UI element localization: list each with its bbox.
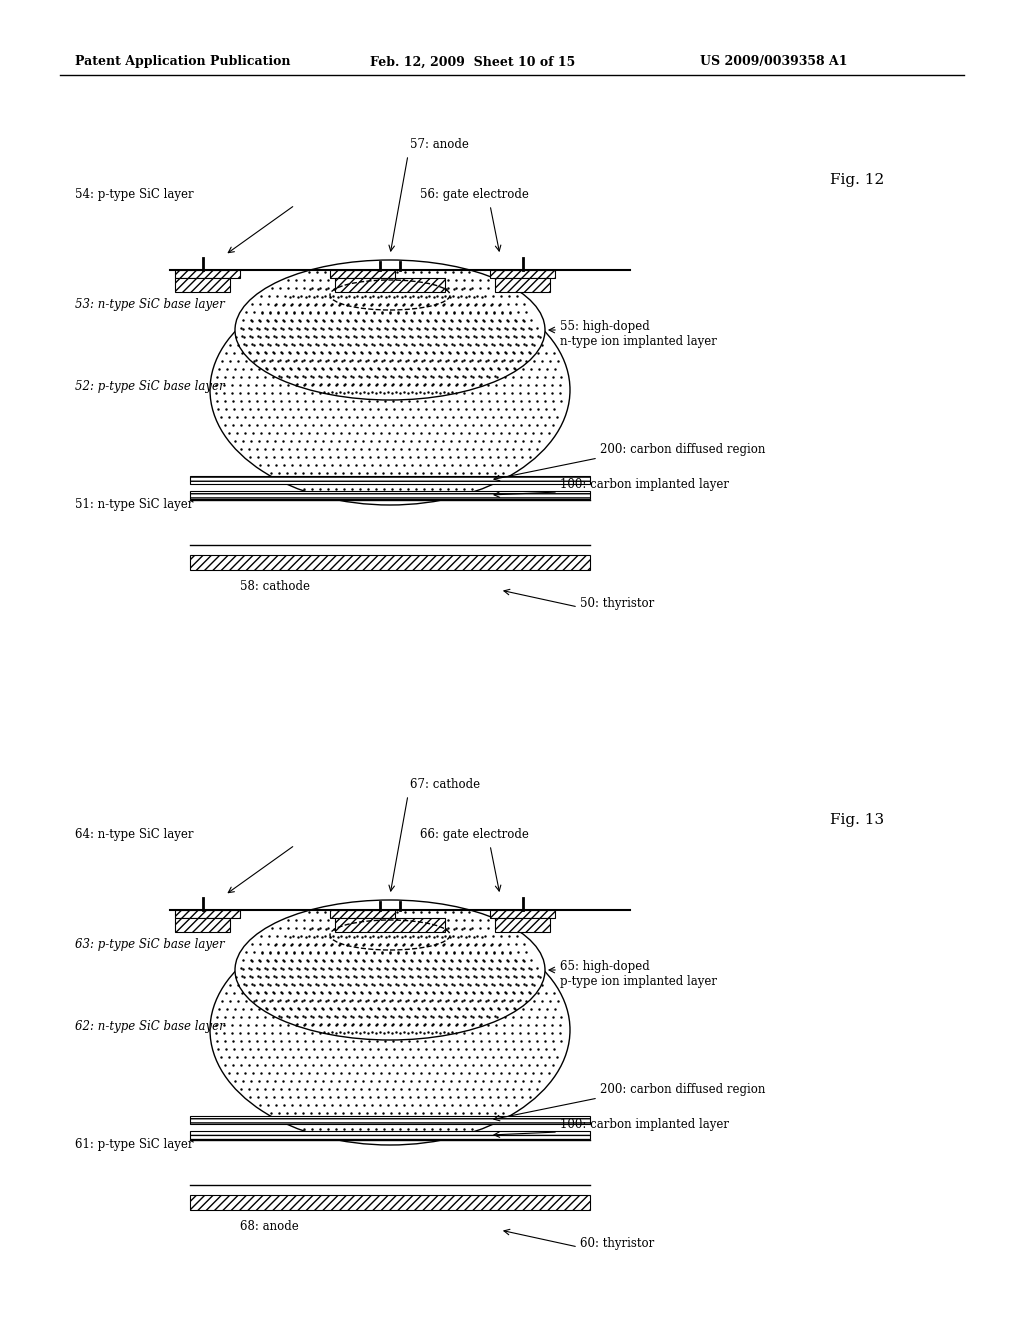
Bar xyxy=(490,909,555,917)
Bar xyxy=(190,554,590,570)
Text: 52: p-type SiC base layer: 52: p-type SiC base layer xyxy=(75,380,224,393)
Bar xyxy=(175,909,240,917)
Bar xyxy=(190,1195,590,1210)
Text: 66: gate electrode: 66: gate electrode xyxy=(420,828,528,841)
Text: 56: gate electrode: 56: gate electrode xyxy=(420,187,528,201)
Text: 53: n-type SiC base layer: 53: n-type SiC base layer xyxy=(75,298,224,312)
Bar xyxy=(190,477,590,484)
Text: 55: high-doped
n-type ion implanted layer: 55: high-doped n-type ion implanted laye… xyxy=(560,319,717,348)
Bar xyxy=(190,1131,590,1139)
Bar xyxy=(175,271,240,279)
Text: 51: n-type SiC layer: 51: n-type SiC layer xyxy=(75,498,194,511)
Text: 60: thyristor: 60: thyristor xyxy=(580,1237,654,1250)
Text: Fig. 12: Fig. 12 xyxy=(830,173,885,187)
Text: 61: p-type SiC layer: 61: p-type SiC layer xyxy=(75,1138,194,1151)
Ellipse shape xyxy=(210,275,570,506)
Bar xyxy=(495,917,550,932)
Text: 63: p-type SiC base layer: 63: p-type SiC base layer xyxy=(75,939,224,950)
Text: Fig. 13: Fig. 13 xyxy=(830,813,884,828)
Text: 62: n-type SiC base layer: 62: n-type SiC base layer xyxy=(75,1020,224,1034)
Bar xyxy=(190,491,590,499)
Text: 64: n-type SiC layer: 64: n-type SiC layer xyxy=(75,828,194,841)
Text: Patent Application Publication: Patent Application Publication xyxy=(75,55,291,69)
Ellipse shape xyxy=(234,260,545,400)
Text: 200: carbon diffused region: 200: carbon diffused region xyxy=(600,444,765,455)
Bar xyxy=(330,909,395,917)
Text: 100: carbon implanted layer: 100: carbon implanted layer xyxy=(560,1118,729,1131)
Text: 65: high-doped
p-type ion implanted layer: 65: high-doped p-type ion implanted laye… xyxy=(560,960,717,987)
Text: 58: cathode: 58: cathode xyxy=(240,579,310,593)
Text: 200: carbon diffused region: 200: carbon diffused region xyxy=(600,1082,765,1096)
Ellipse shape xyxy=(234,900,545,1040)
Text: 57: anode: 57: anode xyxy=(410,139,469,150)
Text: US 2009/0039358 A1: US 2009/0039358 A1 xyxy=(700,55,848,69)
Bar xyxy=(335,917,445,932)
Text: 67: cathode: 67: cathode xyxy=(410,777,480,791)
Text: 50: thyristor: 50: thyristor xyxy=(580,597,654,610)
Ellipse shape xyxy=(210,915,570,1144)
Bar xyxy=(175,917,230,932)
Text: 68: anode: 68: anode xyxy=(240,1220,299,1233)
Bar xyxy=(190,1115,590,1125)
Text: Feb. 12, 2009  Sheet 10 of 15: Feb. 12, 2009 Sheet 10 of 15 xyxy=(370,55,575,69)
Bar xyxy=(495,279,550,292)
Bar xyxy=(490,271,555,279)
Bar xyxy=(175,279,230,292)
Bar xyxy=(330,271,395,279)
Bar xyxy=(335,279,445,292)
Text: 54: p-type SiC layer: 54: p-type SiC layer xyxy=(75,187,194,201)
Text: 100: carbon implanted layer: 100: carbon implanted layer xyxy=(560,478,729,491)
